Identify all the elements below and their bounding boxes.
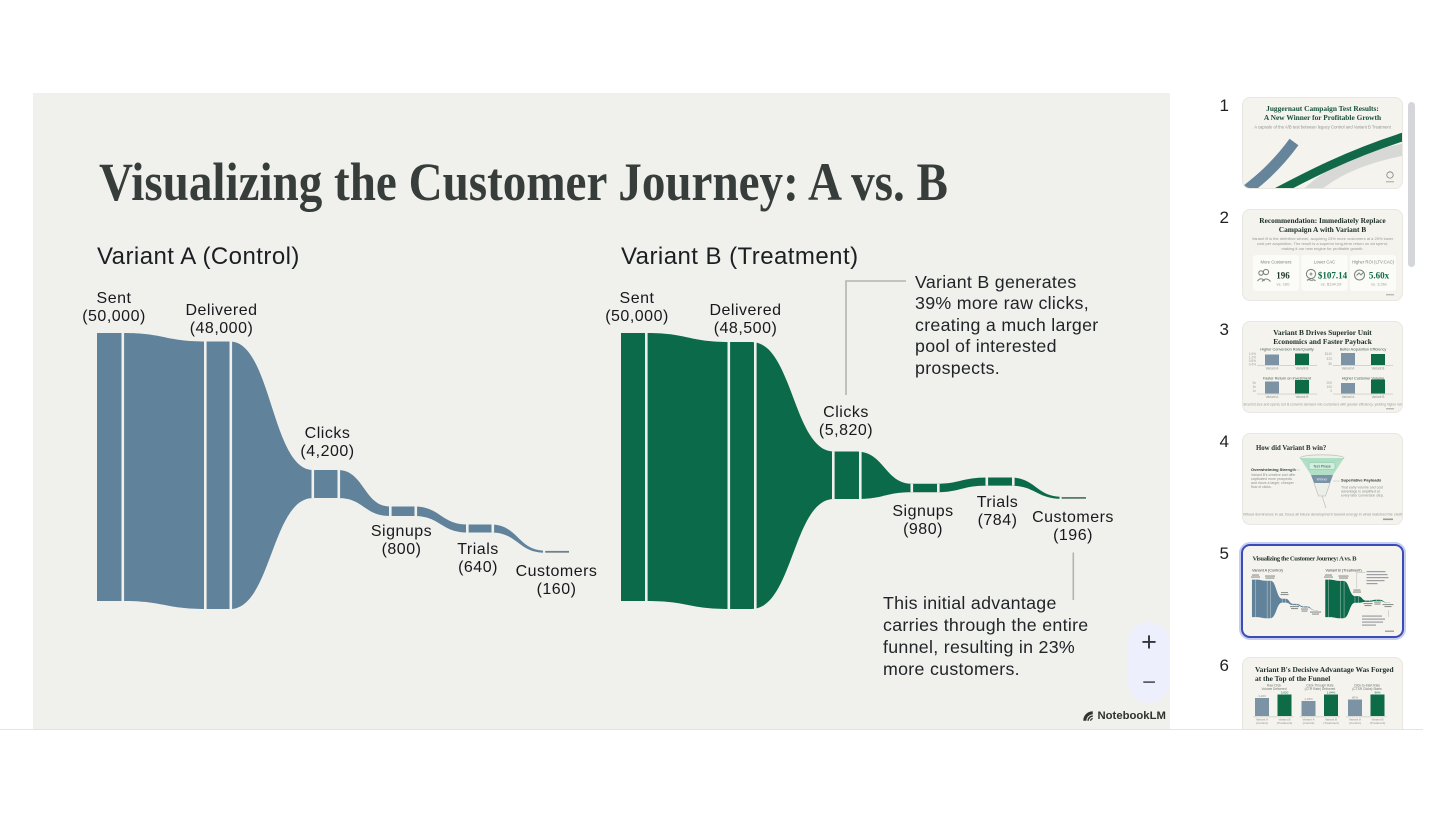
svg-text:Variant B: Variant B	[1278, 718, 1290, 722]
svg-text:1.6%: 1.6%	[1249, 352, 1256, 356]
svg-text:Variant B: Variant B	[1325, 718, 1337, 722]
svg-text:(Treatment): (Treatment)	[1323, 721, 1339, 725]
svg-text:5.60x: 5.60x	[1369, 271, 1390, 281]
svg-text:Without dominance in ad, focus: Without dominance in ad, focus all futur…	[1243, 513, 1402, 517]
svg-text:Identical list size and spend,: Identical list size and spend, but B con…	[1243, 403, 1402, 407]
svg-text:Variant A: Variant A	[1256, 718, 1268, 722]
svg-text:(CTR Rate) Delivered: (CTR Rate) Delivered	[1305, 687, 1336, 691]
svg-text:Campaign A with Variant B: Campaign A with Variant B	[1279, 225, 1367, 234]
svg-text:captivated more prospects: captivated more prospects	[1251, 477, 1292, 481]
svg-text:How did Variant B win?: How did Variant B win?	[1256, 445, 1326, 452]
svg-text:cost per acquisition. The resu: cost per acquisition. The result is a su…	[1257, 241, 1388, 246]
svg-text:80%: 80%	[1352, 696, 1358, 700]
svg-text:(Control): (Control)	[1256, 721, 1268, 725]
svg-text:$70: $70	[1327, 357, 1333, 361]
svg-text:Lower CAC: Lower CAC	[1314, 260, 1335, 265]
svg-text:Variant A: Variant A	[1342, 367, 1356, 371]
svg-text:5x: 5x	[1253, 381, 1257, 385]
svg-text:making it our new engine for p: making it our new engine for profitable …	[1281, 246, 1363, 251]
svg-text:$140: $140	[1325, 352, 1332, 356]
svg-text:Variant B Drives Superior Unit: Variant B Drives Superior Unit	[1273, 328, 1372, 337]
svg-text:(Treatment): (Treatment)	[1370, 721, 1386, 725]
svg-text:Variant B's creative and offer: Variant B's creative and offer	[1251, 473, 1296, 477]
svg-text:Variant A: Variant A	[1266, 367, 1280, 371]
svg-text:Economics and Faster Payback: Economics and Faster Payback	[1273, 337, 1373, 346]
svg-text:Variant B: Variant B	[1296, 367, 1309, 371]
svg-text:3x: 3x	[1253, 385, 1257, 389]
svg-text:Winner: Winner	[1317, 478, 1329, 482]
svg-text:Variant B: Variant B	[1372, 367, 1385, 371]
svg-text:Faster Return on Investment: Faster Return on Investment	[1263, 377, 1312, 381]
svg-text:$0: $0	[1328, 362, 1332, 366]
svg-text:(CTSR Clicks) Starts: (CTSR Clicks) Starts	[1352, 687, 1382, 691]
svg-text:Click-to-Start Rate: Click-to-Start Rate	[1354, 684, 1380, 688]
svg-text:vs. 160: vs. 160	[1277, 282, 1291, 287]
svg-text:Raw Click: Raw Click	[1267, 684, 1282, 688]
svg-text:Juggernaut Campaign Test Resul: Juggernaut Campaign Test Results:	[1266, 104, 1379, 113]
svg-text:100: 100	[1327, 385, 1333, 389]
svg-text:Higher Conversion Rate/Quality: Higher Conversion Rate/Quality	[1260, 348, 1313, 352]
svg-text:1x: 1x	[1253, 389, 1257, 393]
svg-text:Test Phase: Test Phase	[1313, 465, 1331, 469]
svg-text:Variant A: Variant A	[1266, 395, 1280, 399]
svg-text:0.4%: 0.4%	[1249, 363, 1256, 367]
svg-text:Variant B is the definitive wi: Variant B is the definitive winner, acqu…	[1252, 236, 1394, 241]
svg-text:200: 200	[1327, 381, 1333, 385]
svg-text:5,820: 5,820	[1281, 691, 1289, 695]
svg-text:Variant B: Variant B	[1371, 718, 1383, 722]
svg-text:Variant B: Variant B	[1296, 395, 1309, 399]
svg-text:0: 0	[1330, 389, 1332, 393]
svg-text:(Control): (Control)	[1349, 721, 1361, 725]
svg-text:Superlative Payloads: Superlative Payloads	[1341, 478, 1382, 483]
svg-text:Click-Through Rate: Click-Through Rate	[1306, 684, 1334, 688]
svg-text:vs. $134.29: vs. $134.29	[1321, 282, 1342, 287]
svg-text:Volume Delivered: Volume Delivered	[1262, 687, 1287, 691]
svg-text:every later conversion step.: every later conversion step.	[1341, 494, 1384, 498]
svg-text:Variant B: Variant B	[1372, 395, 1385, 399]
svg-text:Variant A: Variant A	[1303, 718, 1315, 722]
svg-text:1.64%: 1.64%	[1327, 691, 1336, 695]
svg-text:0.8%: 0.8%	[1249, 359, 1256, 363]
svg-text:Visualizing the Customer Journ: Visualizing the Customer Journey: A vs. …	[1253, 556, 1358, 563]
svg-text:Variant A: Variant A	[1342, 395, 1356, 399]
svg-text:More Customers: More Customers	[1261, 260, 1292, 265]
svg-text:196: 196	[1276, 271, 1290, 281]
svg-text:Overwhelming Strength: Overwhelming Strength	[1251, 467, 1297, 472]
svg-text:96%: 96%	[1374, 691, 1380, 695]
svg-text:Recommendation: Immediately Re: Recommendation: Immediately Replace	[1259, 216, 1386, 225]
svg-text:(Control): (Control)	[1303, 721, 1315, 725]
svg-text:That early volume and cost: That early volume and cost	[1341, 486, 1383, 490]
svg-text:Higher ROI (LTV:CAC): Higher ROI (LTV:CAC)	[1352, 260, 1395, 265]
svg-text:Variant B's Decisive Advantage: Variant B's Decisive Advantage Was Forge…	[1255, 665, 1394, 674]
svg-text:vs. 3.26x: vs. 3.26x	[1371, 282, 1387, 287]
svg-text:$107.14: $107.14	[1318, 271, 1348, 281]
svg-text:at the Top of the Funnel: at the Top of the Funnel	[1255, 674, 1330, 683]
svg-text:(Treatment): (Treatment)	[1277, 721, 1293, 725]
svg-text:A capsule of the A/B test betw: A capsule of the A/B test between legacy…	[1254, 125, 1391, 130]
svg-text:Variant B (Treatment): Variant B (Treatment)	[1326, 569, 1363, 573]
svg-text:Better Acquisition Efficiency: Better Acquisition Efficiency	[1340, 348, 1387, 352]
svg-text:4,200: 4,200	[1258, 694, 1266, 698]
svg-text:Higher Customer Volume: Higher Customer Volume	[1342, 377, 1384, 381]
svg-text:Variant A (Control): Variant A (Control)	[1252, 569, 1283, 573]
svg-text:1.18%: 1.18%	[1304, 697, 1313, 701]
svg-text:Variant A: Variant A	[1349, 718, 1361, 722]
svg-text:and drove a larger, cheaper: and drove a larger, cheaper	[1251, 481, 1295, 485]
svg-text:A New Winner for Profitable Gr: A New Winner for Profitable Growth	[1264, 113, 1381, 122]
svg-text:advantage is amplified at: advantage is amplified at	[1341, 490, 1380, 494]
svg-text:1.2%: 1.2%	[1249, 356, 1256, 360]
svg-text:flow of clicks.: flow of clicks.	[1251, 485, 1272, 489]
